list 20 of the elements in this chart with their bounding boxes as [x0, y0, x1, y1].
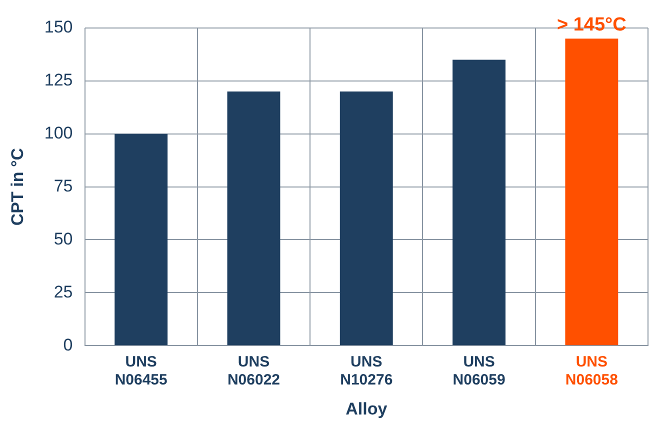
x-axis-title: Alloy: [346, 399, 388, 418]
y-tick-label: 100: [44, 124, 73, 143]
y-axis-title: CPT in °C: [8, 148, 27, 226]
bar: [340, 92, 393, 346]
x-tick-label: UNS N06059: [452, 354, 506, 389]
y-tick-label: 75: [54, 176, 73, 196]
y-tick-label: 150: [44, 18, 73, 37]
x-tick-label: UNS N06455: [114, 354, 168, 389]
bar: [114, 134, 168, 346]
x-tick-label: UNS N06022: [227, 354, 280, 389]
bar: [565, 38, 618, 346]
annotation: > 145°C: [556, 14, 627, 36]
y-tick-label: 25: [54, 282, 73, 302]
y-tick-label: 125: [44, 70, 73, 90]
x-tick-label: UNS N10276: [340, 354, 393, 389]
y-tick-label: 0: [63, 335, 73, 354]
x-tick-label: UNS N06058: [565, 354, 618, 389]
y-tick-label: 50: [54, 229, 73, 248]
bar: [452, 60, 506, 346]
bar: [227, 92, 280, 346]
